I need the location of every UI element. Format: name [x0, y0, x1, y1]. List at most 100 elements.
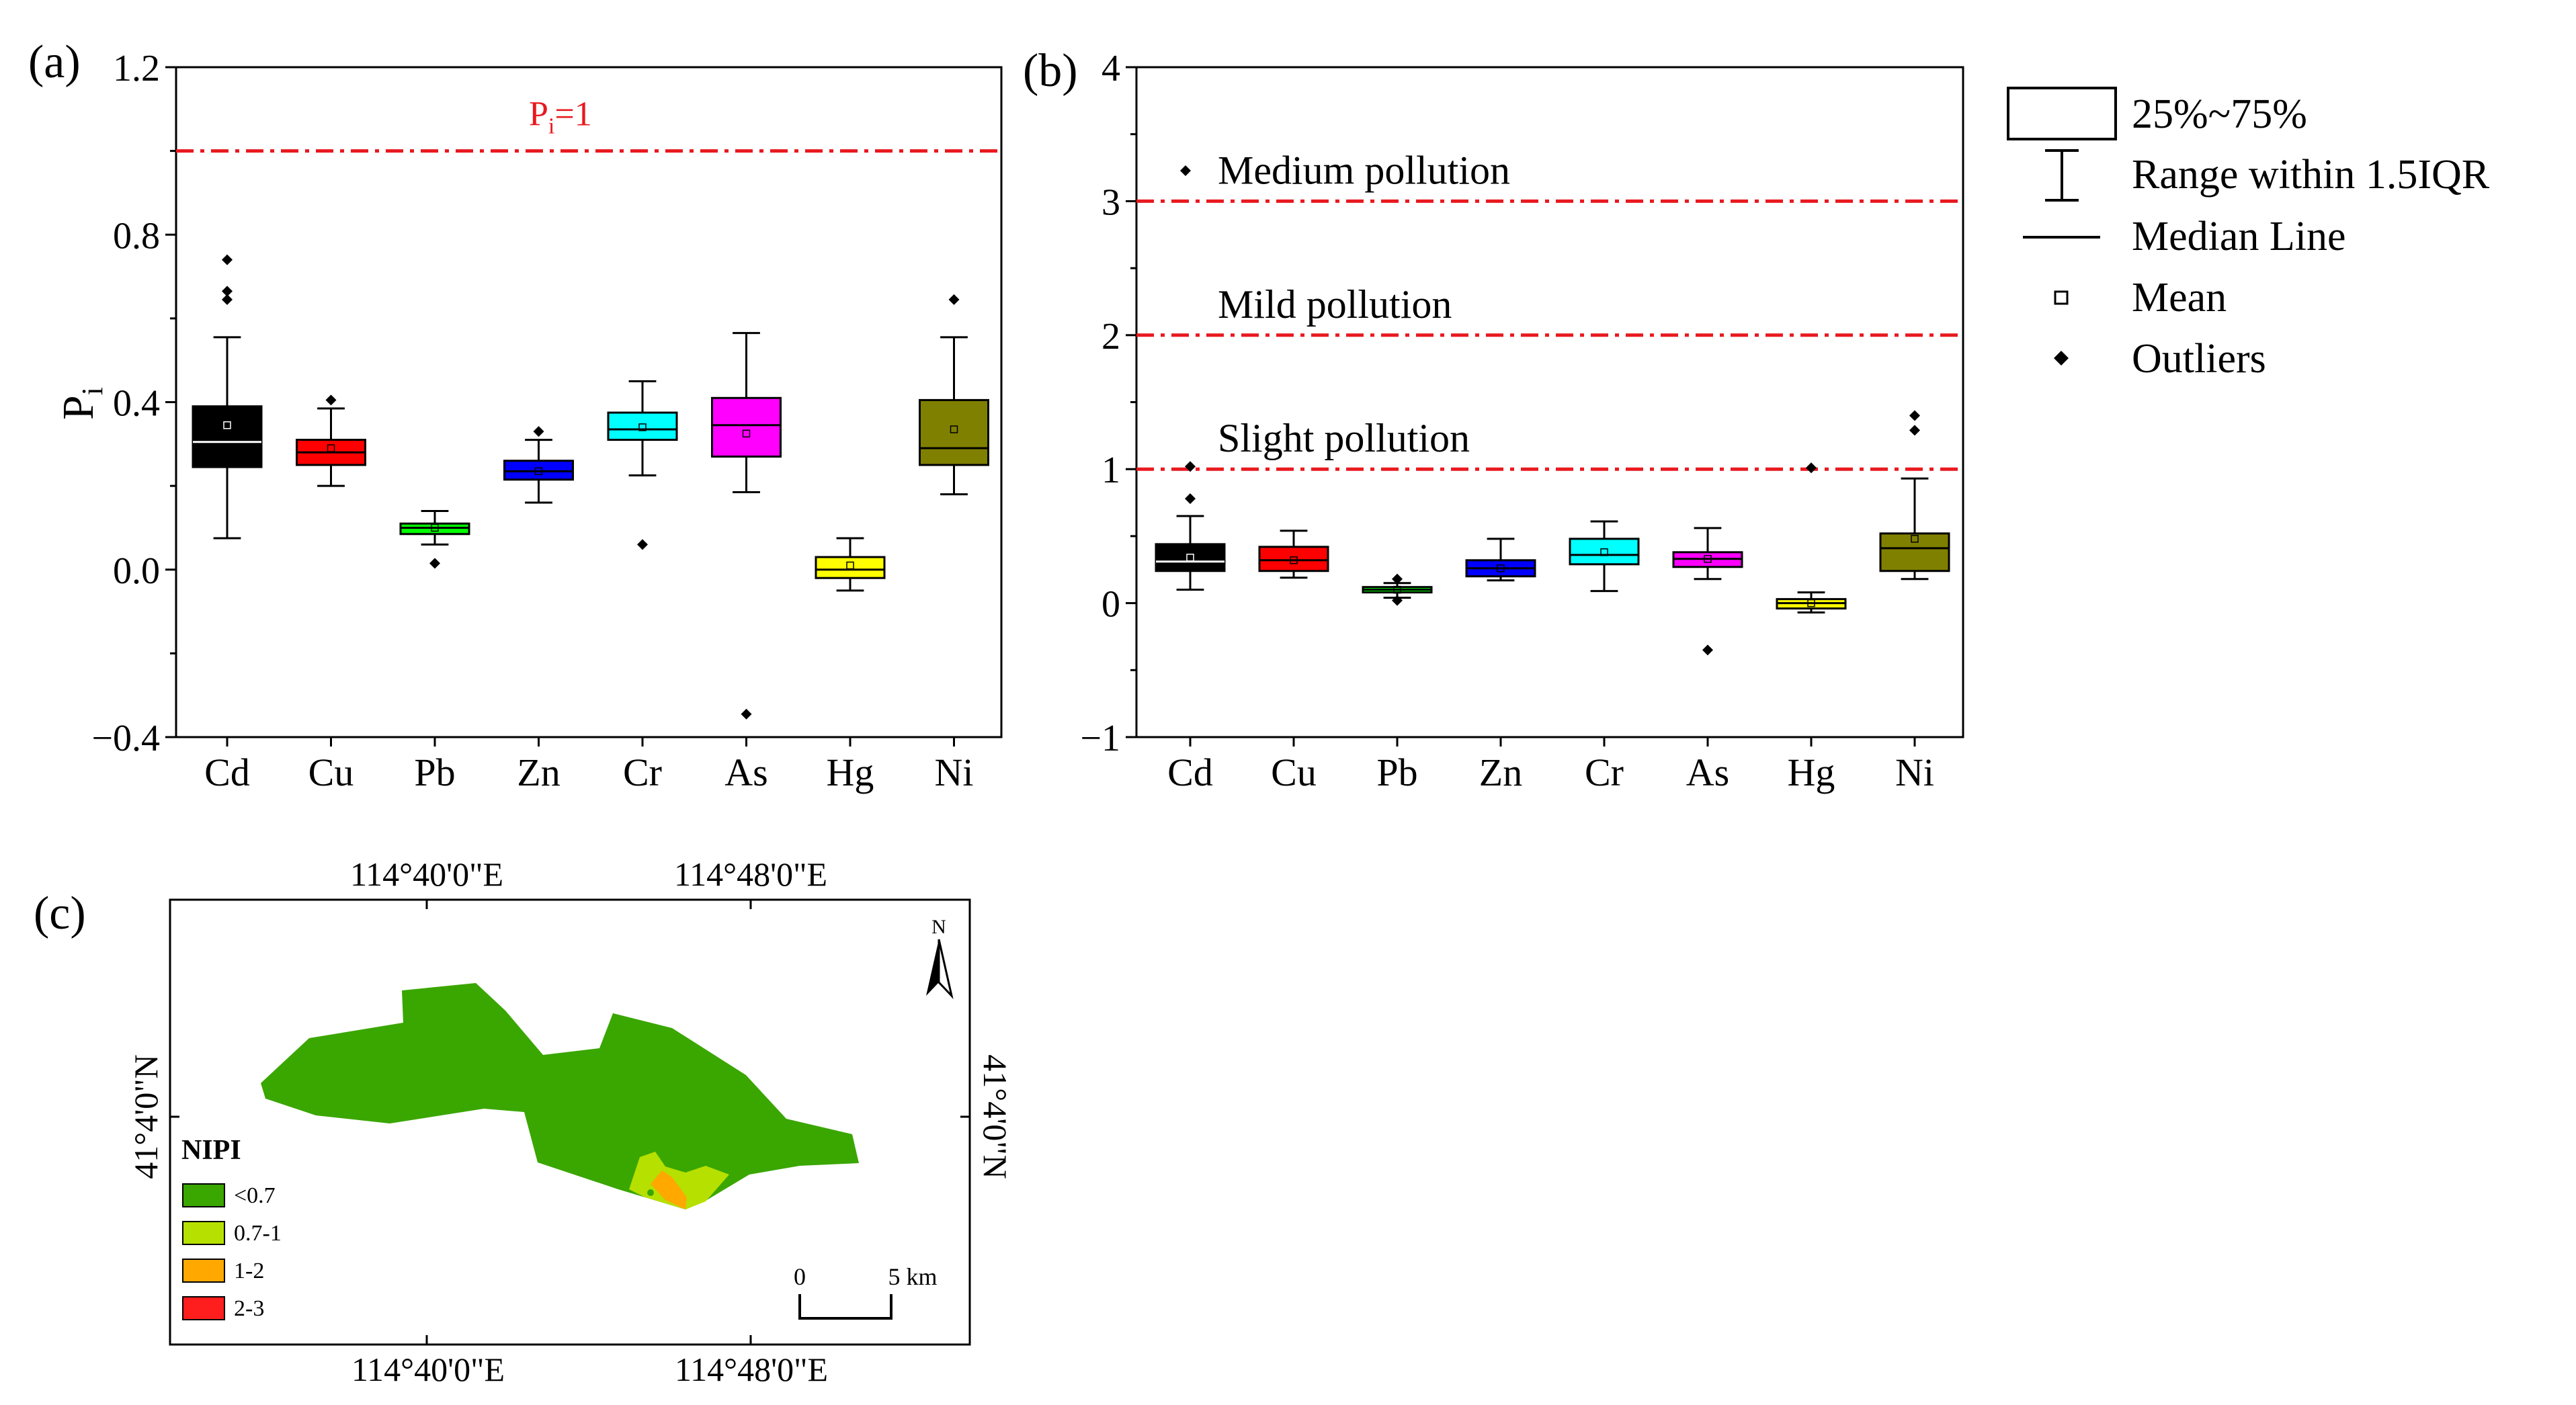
y-tick-label: −0.4 [91, 718, 160, 759]
panel-b-reference-lines: Medium pollution Mild pollution Slight pol… [1136, 148, 1963, 471]
map-legend-title: NIPI [181, 1135, 241, 1166]
box-cd [192, 254, 263, 540]
legend-median-label: Median Line [2132, 214, 2346, 259]
box-cd [1155, 461, 1226, 591]
y-tick-label: 2 [1102, 316, 1120, 357]
y-tick-label: 0.0 [113, 550, 160, 592]
box-pb [399, 510, 470, 569]
panel-a-reference-label: Pi=1 [529, 95, 592, 139]
mean-marker [1186, 554, 1194, 562]
outlier-point [1185, 461, 1196, 472]
ref-label-sub: i [548, 114, 554, 139]
box-iqr [503, 460, 574, 481]
box-pb [1362, 573, 1433, 606]
mean-marker [1290, 556, 1298, 564]
ylabel-main: P [54, 395, 103, 420]
map-bottom-tick-2: 114°48'0"E [675, 1351, 828, 1388]
y-tick-label: 0 [1102, 584, 1120, 626]
mean-marker [638, 423, 647, 431]
mean-marker [742, 429, 751, 437]
map-legend-label-2: 1-2 [234, 1259, 264, 1283]
legend-mean-label: Mean [2132, 275, 2227, 321]
outlier-point [429, 558, 440, 569]
x-tick-label-zn: Zn [1479, 751, 1522, 794]
box-iqr [1155, 543, 1226, 572]
x-tick-label-hg: Hg [1788, 751, 1835, 794]
reference-label-0: Medium pollution [1218, 148, 1510, 192]
map-top-tick-2: 114°48'0"E [674, 855, 827, 893]
outlier-point [325, 394, 337, 406]
outlier-point [1392, 595, 1403, 606]
map-legend-swatch-1 [182, 1221, 225, 1245]
x-tick-label-cr: Cr [623, 751, 662, 794]
legend-box-symbol [2007, 87, 2117, 140]
map-top-tick-1: 114°40'0"E [350, 855, 503, 893]
box-zn [503, 426, 574, 504]
scale-bar-end: 5 km [888, 1263, 937, 1290]
map-zone-0-7-1 [629, 1152, 729, 1209]
outlier-point [1702, 644, 1713, 656]
mean-marker [1497, 564, 1505, 572]
outlier-point [533, 426, 544, 437]
box-ni [919, 294, 989, 496]
y-tick-label: 0.4 [113, 383, 160, 425]
legend-outlier-label: Outliers [2132, 336, 2266, 382]
outlier-point [222, 294, 233, 305]
map-legend-label-1: 0.7-1 [234, 1221, 282, 1246]
box-iqr [1879, 532, 1950, 572]
box-iqr [1258, 546, 1329, 572]
outlier-point [1909, 425, 1920, 436]
outlier-point [741, 708, 752, 720]
map-right-tick: 41°4'0"N [977, 1054, 1014, 1179]
panel-a-label: (a) [28, 36, 81, 88]
y-tick-label: −1 [1080, 718, 1120, 759]
north-arrow: N [926, 916, 954, 999]
legend-outlier-symbol [2054, 351, 2069, 366]
map-bottom-tick-1: 114°40'0"E [351, 1351, 505, 1388]
panel-a-plot-frame [175, 66, 1003, 738]
mean-marker [223, 421, 231, 429]
mean-marker [1911, 535, 1919, 543]
map-zone-1-2 [651, 1170, 687, 1209]
x-tick-label-cu: Cu [1271, 751, 1317, 794]
box-iqr [815, 556, 886, 579]
panel-b-legend-diamond [1180, 165, 1191, 176]
map-left-tick: 41°4'0"N [127, 1054, 165, 1179]
x-tick-label-cd: Cd [204, 751, 250, 794]
mean-marker [950, 425, 958, 433]
x-tick-label-as: As [724, 751, 767, 794]
x-tick-label-as: As [1686, 751, 1729, 794]
panel-b: (b) Medium pollution Mild pollution Slight… [1023, 45, 1964, 794]
map-legend-items: <0.7 0.7-1 1-2 2-3 [182, 1183, 282, 1321]
box-cu [296, 394, 366, 487]
panel-c-label: (c) [34, 888, 86, 939]
box-hg [815, 537, 886, 592]
outlier-point [948, 294, 960, 305]
y-tick-label: 1.2 [113, 48, 160, 89]
panel-b-y-axis-ticks: −1 0 1 2 3 4 [1080, 48, 1136, 759]
x-tick-label-cd: Cd [1167, 751, 1213, 794]
mean-marker [1704, 555, 1712, 563]
legend: 25%~75% Range within 1.5IQR Median Line … [2007, 87, 2490, 382]
outlier-point [1392, 573, 1403, 585]
mean-marker [534, 467, 543, 476]
x-tick-label-cu: Cu [308, 751, 354, 794]
x-tick-label-ni: Ni [1895, 751, 1934, 794]
ylabel-sub: i [76, 387, 109, 395]
reference-label-1: Mild pollution [1218, 282, 1452, 327]
scale-bar-zero: 0 [794, 1263, 806, 1290]
legend-box-label: 25%~75% [2132, 91, 2307, 137]
panel-a-x-axis-ticks: Cd Cu Pb Zn Cr As Hg Ni [204, 737, 974, 794]
legend-whisker-label: Range within 1.5IQR [2132, 152, 2490, 198]
x-tick-label-ni: Ni [935, 751, 974, 794]
map-legend: NIPI <0.7 0.7-1 1-2 2-3 [181, 1135, 282, 1321]
legend-whisker-symbol [2045, 149, 2079, 202]
x-tick-label-pb: Pb [414, 751, 455, 794]
y-tick-label: 3 [1102, 181, 1120, 223]
map-legend-label-3: 2-3 [234, 1296, 264, 1321]
panel-a-boxes [192, 254, 989, 720]
box-iqr [399, 522, 470, 536]
map-study-area [261, 983, 859, 1209]
box-iqr [711, 396, 782, 458]
map-legend-swatch-2 [182, 1259, 225, 1283]
